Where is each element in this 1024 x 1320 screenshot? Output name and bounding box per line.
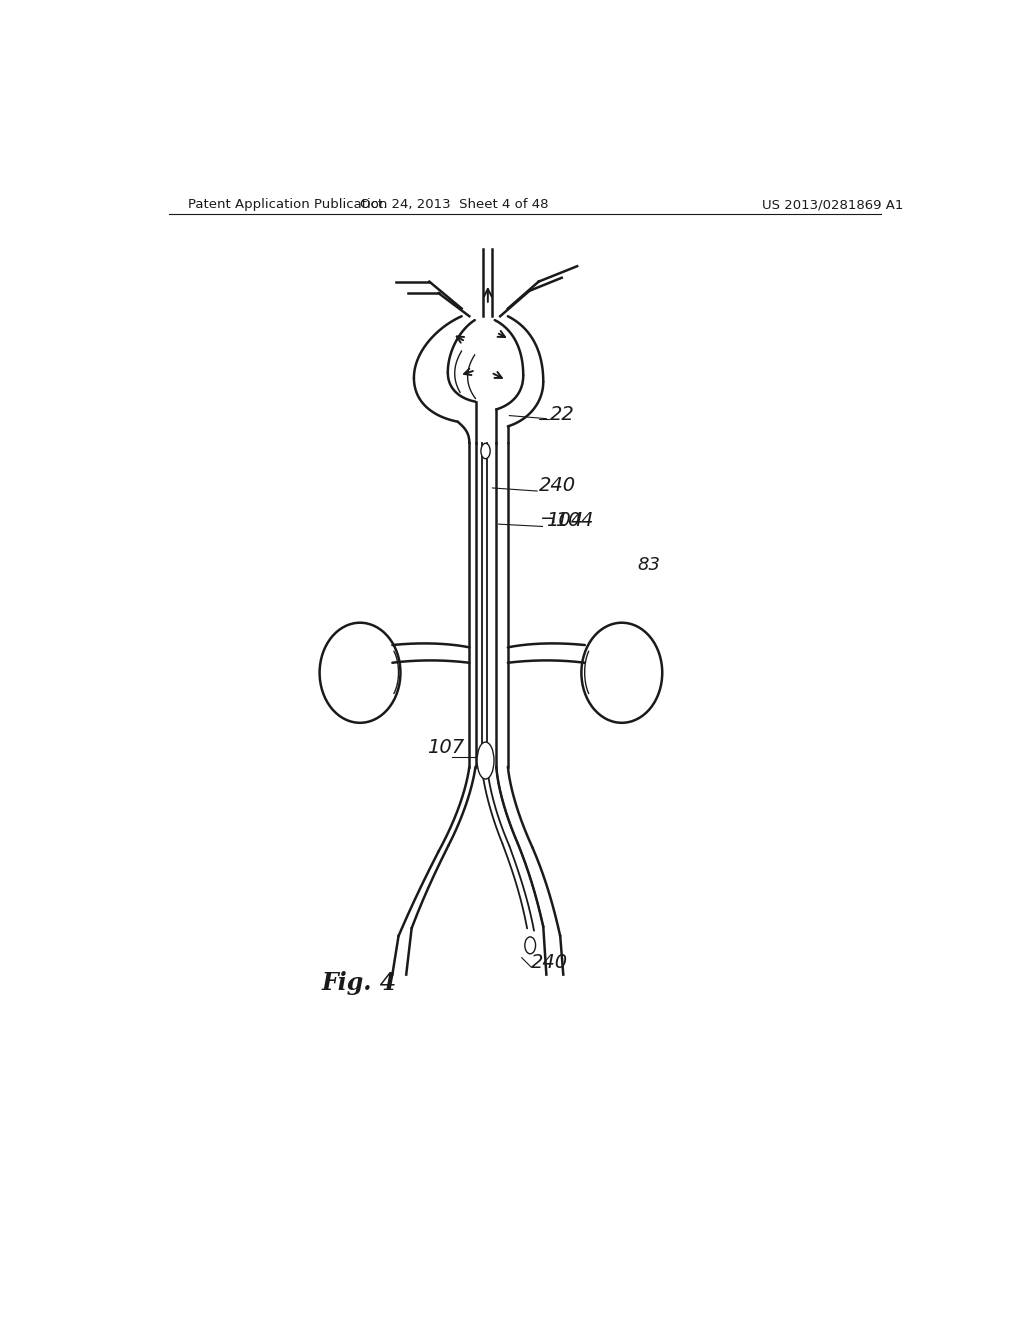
- Ellipse shape: [525, 937, 536, 954]
- Text: Patent Application Publication: Patent Application Publication: [188, 198, 388, 211]
- Text: $\neg$104: $\neg$104: [539, 511, 593, 531]
- Text: 83: 83: [637, 556, 660, 574]
- Text: US 2013/0281869 A1: US 2013/0281869 A1: [762, 198, 903, 211]
- Text: 107: 107: [427, 738, 464, 756]
- Ellipse shape: [582, 623, 663, 723]
- Text: Fig. 4: Fig. 4: [322, 972, 396, 995]
- Text: 240: 240: [531, 953, 568, 973]
- Text: 22: 22: [550, 405, 574, 424]
- Text: 240: 240: [539, 477, 575, 495]
- Ellipse shape: [319, 623, 400, 723]
- Text: Oct. 24, 2013  Sheet 4 of 48: Oct. 24, 2013 Sheet 4 of 48: [359, 198, 548, 211]
- Ellipse shape: [477, 742, 494, 779]
- Text: 104: 104: [547, 511, 584, 531]
- Ellipse shape: [481, 444, 490, 459]
